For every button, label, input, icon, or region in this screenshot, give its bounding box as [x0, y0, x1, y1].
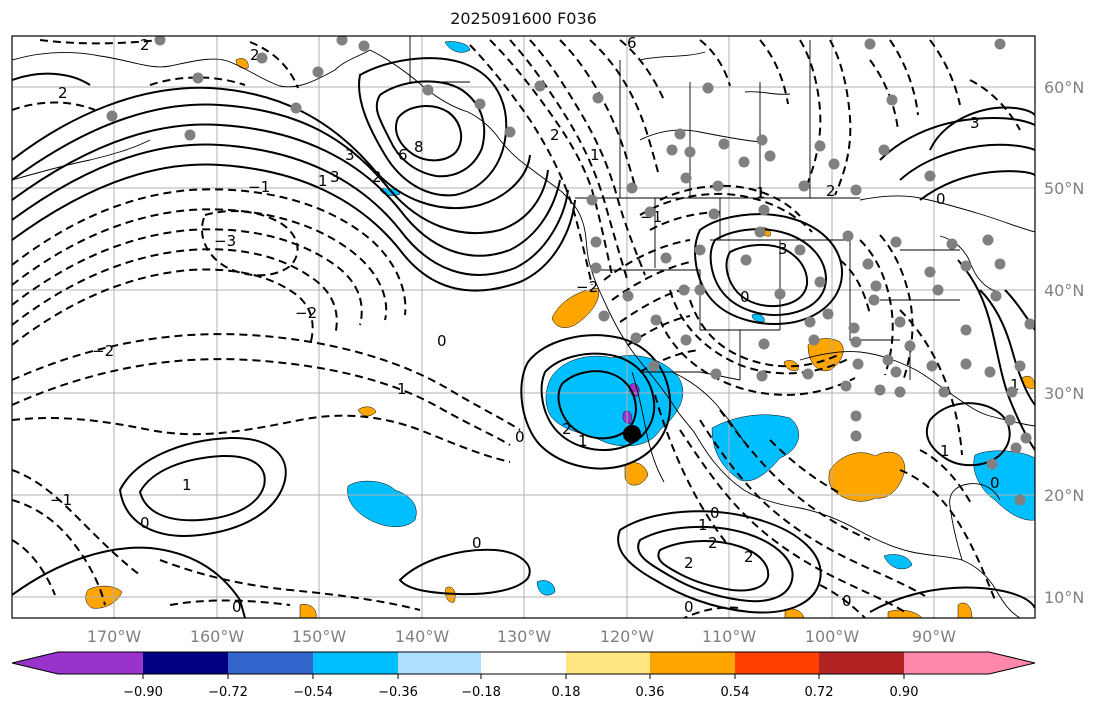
contour-label: 1 [756, 184, 766, 202]
colorbar-segment [481, 652, 566, 674]
lon-label: 110°W [702, 627, 757, 646]
latitude-labels: 60°N 50°N 40°N 30°N 20°N 10°N [1044, 78, 1084, 607]
colorbar-segment [566, 652, 650, 674]
colorbar-segment [398, 652, 481, 674]
contour-label: 2 [372, 168, 382, 186]
contour-label: 1 [940, 442, 950, 460]
contour-label: −3 [214, 232, 236, 250]
colorbar-tick-label: 0.54 [721, 685, 750, 700]
contour-label: 2 [58, 84, 68, 102]
contour-label: 0 [140, 514, 150, 532]
contour-label: 2 [708, 534, 718, 552]
contour-label: 3 [970, 114, 980, 132]
lat-label: 30°N [1044, 384, 1084, 403]
colorbar-segment [143, 652, 228, 674]
contour-label: 0 [936, 190, 946, 208]
contour-label: 1 [698, 516, 708, 534]
contour-label: 0 [740, 288, 750, 306]
colorbar-outline [11, 651, 1036, 675]
map-title: 2025091600 F036 [450, 9, 597, 28]
colorbar-tick-label: 0.18 [552, 685, 581, 700]
contour-label: 2 [826, 182, 836, 200]
contour-label: 1 [1010, 376, 1020, 394]
negative-contours [12, 39, 1021, 618]
contour-label: 3 [778, 240, 788, 258]
colorbar-tick-label: −0.54 [293, 685, 333, 700]
contour-label: −2 [92, 342, 114, 360]
lat-label: 60°N [1044, 78, 1084, 97]
contour-label: 2 [140, 36, 150, 54]
contour-label: 2 [250, 46, 260, 64]
lon-label: 90°W [912, 627, 956, 646]
contour-label: 6 [398, 146, 408, 164]
contour-label: 0 [472, 534, 482, 552]
contour-label: 0 [990, 474, 1000, 492]
colorbar-tick-label: −0.18 [461, 685, 501, 700]
contour-label: 6 [627, 34, 637, 52]
lon-label: 170°W [87, 627, 142, 646]
gridlines [12, 36, 1035, 618]
contour-label: 3 [330, 168, 340, 186]
contour-label: 1 [590, 146, 600, 164]
colorbar-segment [904, 652, 1035, 674]
colorbar-tick-label: −0.72 [208, 685, 248, 700]
colorbar-tick-label: 0.36 [636, 685, 665, 700]
colorbar-segment [12, 652, 143, 674]
colorbar: −0.90 −0.72 −0.54 −0.36 −0.18 0.18 0.36 … [11, 651, 1036, 700]
colorbar-segment [650, 652, 735, 674]
lat-label: 40°N [1044, 281, 1084, 300]
lon-label: 130°W [497, 627, 552, 646]
contour-label: 0 [684, 598, 694, 616]
contour-label: 2 [550, 126, 560, 144]
lat-label: 10°N [1044, 588, 1084, 607]
contour-label: 1 [397, 380, 407, 398]
contour-label: −2 [295, 304, 317, 322]
contour-label: 0 [710, 504, 720, 522]
contour-label: 0 [437, 332, 447, 350]
lon-label: 140°W [395, 627, 450, 646]
contour-label: 1 [318, 172, 328, 190]
contour-label: 1 [182, 476, 192, 494]
contour-label: −1 [50, 491, 72, 509]
contour-label: 8 [414, 138, 424, 156]
contour-label: 2 [562, 420, 572, 438]
colorbar-tick-label: 0.90 [890, 685, 919, 700]
colorbar-tick-label: −0.90 [123, 685, 163, 700]
lon-label: 120°W [600, 627, 655, 646]
colorbar-segment [819, 652, 904, 674]
colorbar-segment [735, 652, 819, 674]
lat-label: 20°N [1044, 486, 1084, 505]
colorbar-segment [313, 652, 398, 674]
colorbar-segment [228, 652, 313, 674]
contour-label: 0 [515, 428, 525, 446]
contour-label: 2 [744, 548, 754, 566]
lon-label: 160°W [190, 627, 245, 646]
colorbar-tick-label: −0.36 [378, 685, 418, 700]
map-frame [11, 35, 1036, 619]
contour-label: 0 [842, 592, 852, 610]
lon-label: 100°W [805, 627, 860, 646]
station-markers [106, 36, 1035, 506]
contour-label: 1 [578, 432, 588, 450]
contour-label: 3 [345, 146, 355, 164]
location-marker [623, 425, 641, 443]
contour-label: 0 [232, 598, 242, 616]
colorbar-tick-label: 0.72 [805, 685, 834, 700]
contour-label: 2 [684, 554, 694, 572]
contour-label: −1 [248, 178, 270, 196]
contour-label: −2 [576, 278, 598, 296]
longitude-labels: 170°W 160°W 150°W 140°W 130°W 120°W 110°… [87, 627, 956, 646]
lon-label: 150°W [292, 627, 347, 646]
lat-label: 50°N [1044, 179, 1084, 198]
